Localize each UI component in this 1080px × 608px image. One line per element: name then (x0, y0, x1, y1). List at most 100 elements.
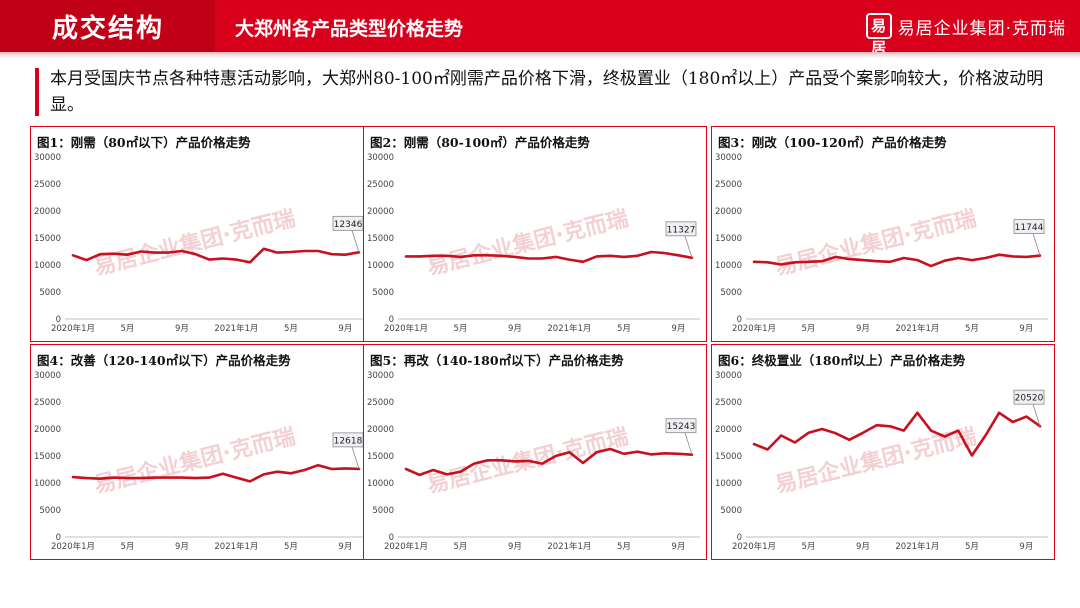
y-tick-label: 20000 (715, 207, 742, 217)
data-point (473, 462, 475, 465)
data-point (181, 476, 183, 479)
x-tick-label: 9月 (856, 542, 870, 552)
y-tick-label: 25000 (34, 398, 61, 408)
y-tick-label: 15000 (34, 234, 61, 244)
data-point (290, 472, 292, 475)
y-tick-label: 0 (737, 315, 742, 325)
data-point (500, 254, 503, 257)
y-tick-label: 5000 (39, 288, 61, 298)
data-point (766, 448, 769, 451)
y-tick-label: 20000 (367, 207, 394, 217)
series-line (71, 463, 361, 483)
brand-logo-icon: 易居 (865, 13, 892, 57)
x-tick-label: 5月 (284, 324, 298, 334)
y-tick-label: 15000 (715, 452, 742, 462)
data-point (636, 254, 639, 257)
data-point (677, 254, 680, 257)
data-point (99, 477, 102, 480)
data-point (541, 462, 544, 465)
data-point (432, 254, 435, 257)
x-tick-label: 5月 (802, 542, 816, 552)
data-point (432, 469, 435, 471)
series-line (752, 411, 1042, 457)
data-label: 12346 (334, 220, 363, 230)
chart-title: 图2：刚需（80-100㎡）产品价格走势 (370, 135, 590, 150)
data-point (330, 468, 333, 470)
y-tick-label: 20000 (34, 207, 61, 217)
data-point (623, 256, 625, 258)
data-point (663, 452, 666, 455)
header-section-block (0, 0, 215, 52)
data-point (486, 254, 489, 257)
data-point (167, 476, 170, 479)
y-tick-label: 5000 (720, 288, 742, 298)
x-tick-label: 2021年1月 (547, 323, 591, 334)
x-tick-label: 9月 (1019, 542, 1033, 552)
data-point (249, 261, 251, 264)
y-tick-label: 0 (389, 533, 394, 543)
x-tick-label: 9月 (175, 324, 189, 334)
x-tick-label: 2021年1月 (895, 323, 939, 334)
data-point (72, 476, 74, 478)
data-point (262, 473, 265, 476)
data-label-box (665, 221, 697, 237)
data-point (582, 462, 584, 464)
data-label: 20520 (1015, 394, 1044, 404)
chart-panel-2: 图2：刚需（80-100㎡）产品价格走势 易居企业集团·克而瑞 0 5000 10000… (363, 126, 707, 342)
data-point (916, 259, 919, 262)
y-tick-label: 30000 (367, 153, 394, 163)
data-point (276, 470, 279, 473)
data-point (459, 256, 462, 258)
data-point (527, 257, 530, 260)
data-point (848, 258, 851, 260)
data-point (290, 251, 292, 253)
x-tick-label: 5月 (617, 324, 631, 334)
data-point (889, 425, 892, 428)
x-tick-label: 5月 (454, 324, 468, 334)
data-point (459, 470, 462, 473)
data-point (527, 459, 530, 462)
data-point (153, 476, 156, 479)
x-tick-label: 5月 (965, 324, 979, 334)
x-tick-label: 2021年1月 (214, 323, 258, 334)
brand: 易居 易居企业集团·克而瑞 (865, 12, 1066, 57)
data-point (766, 261, 769, 264)
data-point (568, 451, 571, 454)
page-subtitle: 大郑州各产品类型价格走势 (235, 18, 464, 40)
chart-panel-1: 图1：刚需（80㎡以下）产品价格走势 易居企业集团·克而瑞 0 5000 10000 15… (30, 126, 374, 342)
label-leader-line (351, 446, 360, 469)
data-point (807, 260, 810, 263)
data-point (235, 258, 238, 261)
data-point (595, 451, 598, 454)
data-label: 11744 (1015, 223, 1044, 233)
series-line (752, 253, 1042, 268)
data-point (418, 255, 421, 258)
data-point (971, 454, 973, 457)
chart-svg: 0 5000 10000 15000 20000 25000 30000 2020年1月 5月 9… (34, 153, 367, 334)
x-tick-label: 9月 (338, 324, 352, 334)
x-tick-label: 5月 (284, 542, 298, 552)
y-tick-label: 25000 (367, 180, 394, 190)
x-tick-label: 9月 (856, 324, 870, 334)
data-point (889, 260, 892, 263)
data-point (916, 411, 919, 414)
data-point (753, 443, 755, 446)
x-tick-label: 2021年1月 (895, 541, 939, 552)
data-point (541, 257, 544, 260)
series-line (404, 447, 694, 477)
data-point (276, 251, 279, 254)
y-tick-label: 0 (389, 315, 394, 325)
data-point (834, 256, 837, 258)
data-point (112, 252, 115, 255)
data-point (514, 256, 516, 258)
data-point (330, 253, 333, 256)
x-tick-label: 9月 (671, 542, 685, 552)
y-tick-label: 10000 (715, 479, 742, 489)
x-tick-label: 2020年1月 (732, 541, 776, 552)
label-leader-line (1032, 233, 1041, 256)
y-tick-label: 5000 (372, 506, 394, 516)
data-point (405, 468, 407, 470)
data-point (208, 258, 211, 261)
chart-title: 图1：刚需（80㎡以下）产品价格走势 (37, 135, 251, 150)
label-leader-line (351, 230, 360, 253)
